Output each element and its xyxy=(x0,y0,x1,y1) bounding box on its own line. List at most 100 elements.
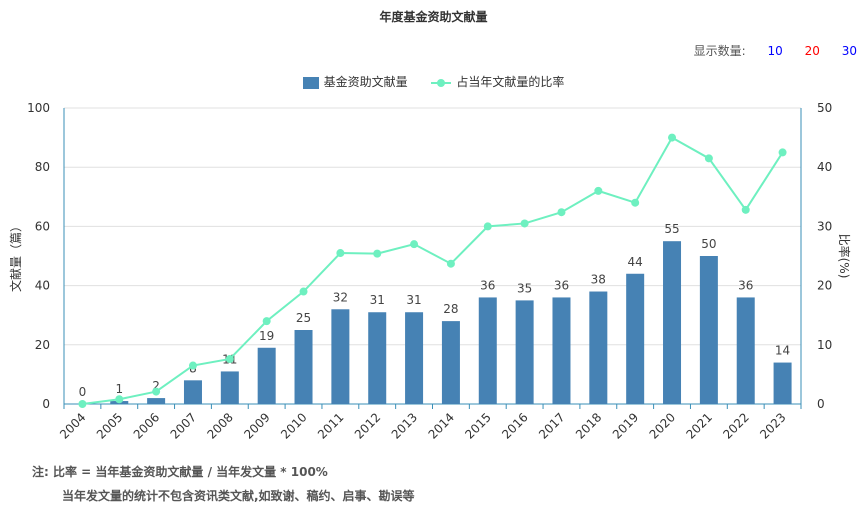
x-tick-label: 2016 xyxy=(499,410,530,441)
ratio-point xyxy=(115,395,124,404)
y2-tick-label: 0 xyxy=(817,397,825,411)
x-tick-label: 2008 xyxy=(204,410,235,441)
bar xyxy=(220,371,239,404)
note-line-1: 注: 比率 = 当年基金资助文献量 / 当年发文量 * 100% xyxy=(32,465,328,479)
chart-legend: 基金资助文献量 占当年文献量的比率 xyxy=(0,73,867,90)
bar-data-label: 36 xyxy=(738,278,753,292)
bar-data-label: 36 xyxy=(480,278,495,292)
legend-label-funded-count: 基金资助文献量 xyxy=(323,75,408,89)
x-tick-label: 2022 xyxy=(720,410,751,441)
ratio-point xyxy=(741,205,750,214)
legend-label-ratio: 占当年文献量的比率 xyxy=(456,75,565,89)
y2-tick-label: 30 xyxy=(817,219,832,233)
x-tick-label: 2014 xyxy=(426,410,457,441)
legend-line-swatch xyxy=(431,77,452,89)
y2-axis-title: 比率(%) xyxy=(837,234,852,279)
x-tick-label: 2015 xyxy=(462,410,493,441)
x-tick-label: 2019 xyxy=(610,410,641,441)
x-tick-label: 2005 xyxy=(94,410,125,441)
bar xyxy=(368,312,387,404)
bar xyxy=(552,297,571,404)
ratio-point xyxy=(336,249,345,258)
ratio-point xyxy=(373,249,382,258)
bar xyxy=(183,380,202,404)
bar-data-label: 36 xyxy=(554,278,569,292)
bar xyxy=(626,273,645,404)
ratio-point xyxy=(631,198,640,207)
ratio-point xyxy=(668,133,677,142)
bar xyxy=(257,347,276,404)
x-tick-label: 2018 xyxy=(573,410,604,441)
ratio-point xyxy=(557,208,566,217)
ratio-point xyxy=(704,154,713,163)
x-tick-label: 2012 xyxy=(352,410,383,441)
x-tick-label: 2009 xyxy=(241,410,272,441)
bar xyxy=(589,291,608,404)
bar-data-label: 19 xyxy=(259,329,274,343)
x-tick-label: 2010 xyxy=(278,410,309,441)
display-count-option-20[interactable]: 20 xyxy=(804,44,820,58)
x-tick-label: 2013 xyxy=(389,410,420,441)
y-tick-label: 0 xyxy=(42,397,50,411)
display-count-selector: 显示数量: 10 20 30 xyxy=(694,42,857,59)
bar xyxy=(515,300,534,404)
bar-data-label: 35 xyxy=(517,281,532,295)
display-count-label: 显示数量: xyxy=(693,44,746,58)
y2-tick-label: 10 xyxy=(817,338,832,352)
y2-tick-label: 20 xyxy=(817,279,832,293)
x-tick-label: 2007 xyxy=(168,410,199,441)
y-tick-label: 80 xyxy=(35,160,50,174)
legend-item-ratio[interactable]: 占当年文献量的比率 xyxy=(431,73,564,90)
bar xyxy=(294,330,313,404)
note-line-2: 当年发文量的统计不包含资讯类文献,如致谢、稿约、启事、勘误等 xyxy=(62,489,415,503)
x-tick-label: 2021 xyxy=(683,410,714,441)
ratio-point xyxy=(262,317,271,326)
ratio-point xyxy=(225,355,234,364)
bar-data-label: 25 xyxy=(296,311,311,325)
bar xyxy=(663,241,682,404)
ratio-point xyxy=(188,361,197,370)
bar-data-label: 28 xyxy=(443,302,458,316)
y-tick-label: 20 xyxy=(35,338,50,352)
y-tick-label: 60 xyxy=(35,219,50,233)
y-axis-title: 文献量（篇） xyxy=(8,220,23,292)
display-count-option-10[interactable]: 10 xyxy=(767,44,783,58)
bar-data-label: 55 xyxy=(664,222,679,236)
bar-data-label: 31 xyxy=(406,293,421,307)
bar-data-label: 2 xyxy=(152,379,160,393)
bar-data-label: 1 xyxy=(115,382,123,396)
x-tick-label: 2023 xyxy=(757,410,788,441)
x-tick-label: 2020 xyxy=(647,410,678,441)
ratio-point xyxy=(152,387,161,396)
x-tick-label: 2004 xyxy=(57,410,88,441)
ratio-line xyxy=(82,136,784,405)
legend-bar-swatch xyxy=(302,76,319,89)
bar-data-label: 32 xyxy=(333,290,348,304)
bar xyxy=(441,321,460,404)
bar-data-label: 50 xyxy=(701,237,716,251)
bar-data-label: 38 xyxy=(591,273,606,287)
bar xyxy=(147,398,166,404)
ratio-point xyxy=(446,259,455,268)
bar xyxy=(405,312,424,404)
y-tick-label: 100 xyxy=(27,101,50,115)
display-count-option-30[interactable]: 30 xyxy=(841,44,857,58)
x-tick-label: 2011 xyxy=(315,410,346,441)
bar-data-label: 0 xyxy=(79,385,87,399)
ratio-point xyxy=(594,186,603,195)
ratio-point xyxy=(410,240,419,249)
bar xyxy=(773,362,792,404)
ratio-point xyxy=(483,222,492,231)
x-tick-label: 2017 xyxy=(536,410,567,441)
bar xyxy=(478,297,497,404)
ratio-point xyxy=(778,148,787,157)
ratio-point xyxy=(299,287,308,296)
chart-title: 年度基金资助文献量 xyxy=(379,10,488,24)
bar-data-label: 31 xyxy=(370,293,385,307)
x-tick-label: 2006 xyxy=(131,410,162,441)
ratio-point xyxy=(78,400,87,408)
y2-tick-label: 50 xyxy=(817,101,832,115)
legend-item-funded-count[interactable]: 基金资助文献量 xyxy=(302,73,408,90)
bar-data-label: 44 xyxy=(628,255,643,269)
